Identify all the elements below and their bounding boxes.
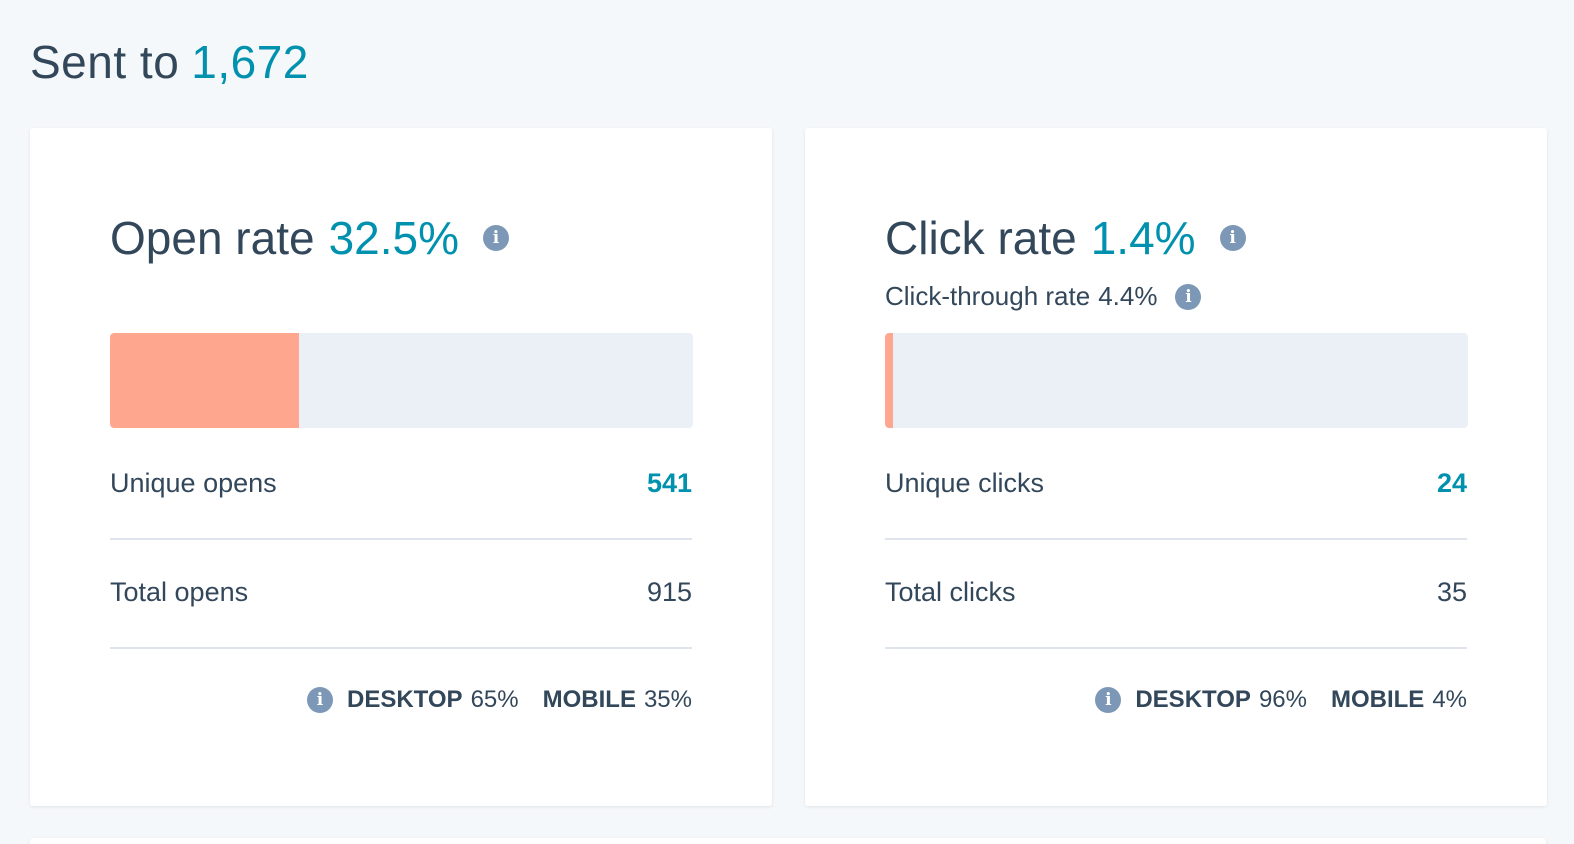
click-rate-label: Click rate bbox=[885, 212, 1077, 264]
desktop-label: DESKTOP bbox=[346, 686, 463, 713]
info-icon[interactable]: i bbox=[1219, 225, 1246, 251]
divider bbox=[110, 647, 692, 649]
open-rate-title: Open rate 32.5% i bbox=[110, 208, 510, 268]
mobile-value: 35% bbox=[643, 686, 692, 713]
mobile-label: MOBILE bbox=[1330, 686, 1425, 713]
click-rate-value: 1.4% bbox=[1090, 212, 1196, 264]
sent-count: 1,672 bbox=[191, 36, 309, 88]
info-icon[interactable]: i bbox=[483, 225, 510, 251]
info-icon[interactable]: i bbox=[1095, 687, 1122, 713]
divider bbox=[885, 538, 1467, 540]
total-opens-value: 915 bbox=[646, 576, 692, 607]
sent-to-label: Sent to bbox=[30, 36, 180, 88]
open-rate-bar-fill bbox=[110, 333, 300, 428]
total-clicks-row: Total clicks 35 bbox=[885, 572, 1467, 612]
next-card-edge bbox=[30, 838, 1546, 844]
mobile-value: 4% bbox=[1432, 686, 1467, 713]
mobile-label: MOBILE bbox=[542, 686, 636, 713]
divider bbox=[885, 647, 1467, 649]
total-opens-row: Total opens 915 bbox=[110, 572, 692, 612]
open-rate-card: Open rate 32.5% i Unique opens 541 Total… bbox=[30, 128, 772, 806]
open-rate-bar bbox=[110, 333, 693, 428]
click-rate-card: Click rate 1.4% i Click-through rate 4.4… bbox=[805, 128, 1547, 806]
click-rate-bar-fill bbox=[885, 333, 894, 428]
unique-clicks-label: Unique clicks bbox=[885, 467, 1045, 498]
info-icon[interactable]: i bbox=[306, 687, 333, 713]
open-rate-label: Open rate bbox=[110, 212, 315, 264]
click-rate-title: Click rate 1.4% i bbox=[885, 208, 1246, 268]
unique-opens-row: Unique opens 541 bbox=[110, 463, 692, 503]
total-opens-label: Total opens bbox=[110, 576, 249, 607]
desktop-value: 65% bbox=[470, 686, 519, 713]
click-device-breakdown: i DESKTOP 96% MOBILE 4% bbox=[1095, 686, 1467, 714]
unique-opens-value[interactable]: 541 bbox=[646, 467, 692, 498]
click-rate-bar bbox=[885, 333, 1468, 428]
info-icon[interactable]: i bbox=[1175, 283, 1202, 310]
divider bbox=[110, 538, 692, 540]
unique-clicks-value[interactable]: 24 bbox=[1436, 467, 1467, 498]
unique-opens-label: Unique opens bbox=[110, 467, 277, 498]
desktop-value: 96% bbox=[1258, 686, 1307, 713]
open-device-breakdown: i DESKTOP 65% MOBILE 35% bbox=[306, 686, 692, 714]
click-through-rate-value: 4.4% bbox=[1098, 281, 1158, 311]
total-clicks-value: 35 bbox=[1436, 576, 1467, 607]
click-through-rate: Click-through rate 4.4% i bbox=[885, 281, 1202, 312]
total-clicks-label: Total clicks bbox=[885, 576, 1016, 607]
click-through-rate-label: Click-through rate bbox=[885, 281, 1091, 311]
open-rate-value: 32.5% bbox=[328, 212, 460, 264]
desktop-label: DESKTOP bbox=[1135, 686, 1251, 713]
sent-to-heading: Sent to 1,672 bbox=[30, 30, 309, 94]
unique-clicks-row: Unique clicks 24 bbox=[885, 463, 1467, 503]
